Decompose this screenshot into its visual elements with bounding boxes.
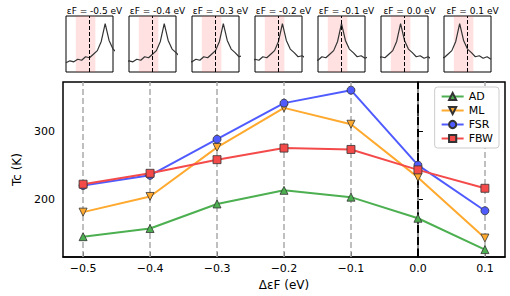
svg-text:FBW: FBW: [469, 132, 493, 145]
svg-text:−0.1: −0.1: [338, 262, 365, 275]
svg-text:εF = -0.5 eV: εF = -0.5 eV: [67, 6, 123, 16]
svg-text:ML: ML: [469, 104, 485, 117]
svg-text:−0.4: −0.4: [137, 262, 164, 275]
svg-text:εF = -0.1 eV: εF = -0.1 eV: [319, 6, 375, 16]
svg-text:300: 300: [34, 125, 55, 138]
svg-text:200: 200: [34, 193, 55, 206]
svg-text:εF = 0.1 eV: εF = 0.1 eV: [446, 6, 499, 16]
svg-text:AD: AD: [469, 90, 485, 103]
svg-text:ΔεF (eV): ΔεF (eV): [259, 278, 309, 292]
svg-text:εF = 0.0 eV: εF = 0.0 eV: [383, 6, 436, 16]
svg-text:−0.2: −0.2: [271, 262, 298, 275]
svg-text:FSR: FSR: [469, 118, 490, 131]
svg-text:0.1: 0.1: [476, 262, 494, 275]
svg-text:εF = -0.2 eV: εF = -0.2 eV: [256, 6, 312, 16]
svg-text:−0.3: −0.3: [204, 262, 231, 275]
svg-text:0.0: 0.0: [409, 262, 427, 275]
svg-text:εF = -0.3 eV: εF = -0.3 eV: [193, 6, 249, 16]
svg-text:−0.5: −0.5: [70, 262, 97, 275]
svg-text:Tc (K): Tc (K): [10, 153, 24, 187]
svg-text:εF = -0.4 eV: εF = -0.4 eV: [130, 6, 186, 16]
